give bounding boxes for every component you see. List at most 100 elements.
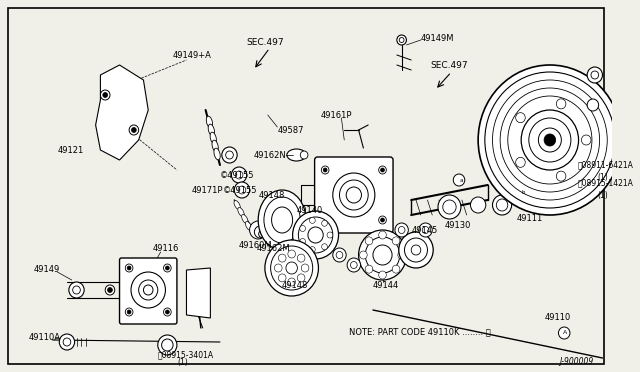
Text: 49587: 49587 [277, 125, 304, 135]
Circle shape [278, 274, 286, 282]
Text: 49130: 49130 [445, 221, 471, 230]
Text: 49116: 49116 [153, 244, 179, 253]
Circle shape [127, 310, 131, 314]
Text: 49149+A: 49149+A [172, 51, 211, 60]
Circle shape [399, 232, 433, 268]
Circle shape [69, 282, 84, 298]
Circle shape [323, 168, 327, 172]
Text: 49148: 49148 [258, 190, 285, 199]
Circle shape [127, 266, 131, 270]
Circle shape [158, 335, 177, 355]
Circle shape [556, 171, 566, 181]
Text: 49149: 49149 [33, 266, 60, 275]
Circle shape [381, 168, 385, 172]
Circle shape [164, 308, 171, 316]
Circle shape [300, 238, 305, 244]
Text: 49140: 49140 [296, 205, 323, 215]
Circle shape [321, 216, 329, 224]
Text: (1): (1) [598, 190, 609, 199]
Circle shape [395, 223, 408, 237]
Text: ©49155: ©49155 [220, 170, 255, 180]
Circle shape [234, 182, 250, 198]
Circle shape [250, 221, 267, 239]
Ellipse shape [246, 221, 252, 231]
Circle shape [333, 248, 346, 262]
Circle shape [131, 272, 165, 308]
FancyBboxPatch shape [120, 258, 177, 324]
Circle shape [164, 264, 171, 272]
Circle shape [100, 90, 110, 100]
Circle shape [379, 231, 387, 239]
Ellipse shape [234, 201, 241, 209]
Text: 49162N—: 49162N— [253, 151, 294, 160]
Text: 49162M: 49162M [256, 244, 290, 253]
Circle shape [379, 216, 387, 224]
FancyBboxPatch shape [315, 157, 393, 233]
Ellipse shape [206, 116, 212, 128]
Circle shape [278, 254, 286, 262]
Circle shape [381, 218, 385, 222]
Text: 49110: 49110 [545, 314, 572, 323]
Circle shape [470, 197, 486, 213]
Ellipse shape [287, 149, 306, 161]
Circle shape [360, 251, 367, 259]
Text: 49148: 49148 [282, 280, 308, 289]
Circle shape [559, 327, 570, 339]
Ellipse shape [212, 140, 218, 152]
Text: (1): (1) [177, 359, 188, 368]
Circle shape [322, 244, 328, 250]
Text: ©49155: ©49155 [223, 186, 257, 195]
Text: SEC.497: SEC.497 [247, 38, 284, 46]
Text: (1): (1) [598, 173, 609, 182]
Circle shape [129, 125, 139, 135]
Text: J-900009: J-900009 [559, 357, 594, 366]
Text: ⓞ08915-1421A: ⓞ08915-1421A [577, 179, 634, 187]
Circle shape [333, 173, 375, 217]
Text: ⓝ08911-6421A: ⓝ08911-6421A [577, 160, 634, 170]
Circle shape [379, 166, 387, 174]
Text: 49149M: 49149M [420, 33, 454, 42]
Circle shape [327, 232, 333, 238]
Circle shape [493, 195, 511, 215]
Text: a: a [459, 177, 463, 183]
Circle shape [259, 231, 266, 237]
Circle shape [587, 99, 598, 111]
Circle shape [398, 251, 406, 259]
Text: 49160M: 49160M [239, 241, 273, 250]
Circle shape [516, 157, 525, 167]
Circle shape [300, 151, 308, 159]
Text: 49121: 49121 [58, 145, 84, 154]
Circle shape [310, 217, 316, 223]
Circle shape [301, 264, 309, 272]
Circle shape [365, 237, 373, 245]
Circle shape [521, 110, 579, 170]
Circle shape [275, 264, 282, 272]
Circle shape [103, 93, 108, 97]
Circle shape [60, 334, 75, 350]
Text: b: b [522, 189, 525, 195]
Ellipse shape [258, 190, 306, 250]
Circle shape [298, 274, 305, 282]
Text: 49171P: 49171P [191, 186, 223, 195]
Polygon shape [186, 268, 211, 318]
Circle shape [515, 186, 527, 198]
Ellipse shape [210, 132, 216, 144]
Circle shape [392, 265, 400, 273]
Circle shape [379, 271, 387, 279]
Circle shape [538, 128, 561, 152]
Circle shape [265, 240, 319, 296]
Circle shape [310, 247, 316, 253]
Circle shape [397, 35, 406, 45]
FancyBboxPatch shape [8, 8, 604, 364]
Circle shape [131, 128, 136, 132]
Circle shape [453, 174, 465, 186]
Circle shape [516, 113, 525, 123]
Circle shape [125, 308, 133, 316]
Ellipse shape [208, 124, 214, 136]
Circle shape [292, 211, 339, 259]
Text: A: A [563, 330, 567, 336]
Circle shape [438, 195, 461, 219]
Circle shape [165, 310, 169, 314]
Circle shape [322, 220, 328, 226]
Circle shape [288, 278, 296, 286]
